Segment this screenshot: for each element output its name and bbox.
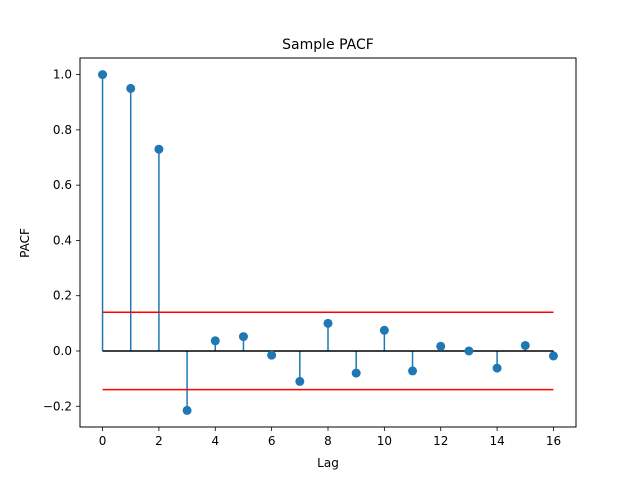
data-point-12: [436, 341, 446, 351]
y-tick-label: 0.6: [53, 178, 72, 192]
data-point-5: [238, 332, 248, 342]
x-tick-label: 10: [377, 434, 392, 448]
data-point-14: [492, 363, 502, 373]
y-tick-label: 1.0: [53, 68, 72, 82]
x-tick-label: 6: [268, 434, 276, 448]
y-axis-label: PACF: [18, 228, 32, 258]
axes-frame: [79, 57, 577, 428]
y-tick-label: 0.4: [53, 233, 72, 247]
y-tick-label: 0.2: [53, 289, 72, 303]
x-axis: 0 2 4 6 8 10 12 14 16: [99, 427, 561, 448]
x-tick-label: 14: [489, 434, 504, 448]
x-tick-label: 4: [211, 434, 219, 448]
data-point-6: [267, 350, 277, 360]
data-point-11: [408, 366, 418, 376]
x-tick-label: 16: [546, 434, 561, 448]
data-point-9: [351, 368, 361, 378]
y-axis: −0.2 0.0 0.2 0.4 0.6 0.8 1.0: [43, 68, 80, 413]
data-point-13: [464, 346, 474, 356]
data-point-7: [295, 376, 305, 386]
x-axis-label: Lag: [317, 456, 339, 470]
x-tick-label: 12: [433, 434, 448, 448]
chart-title: Sample PACF: [282, 37, 374, 53]
x-tick-label: 0: [99, 434, 107, 448]
x-tick-label: 8: [324, 434, 332, 448]
y-tick-label: 0.8: [53, 123, 72, 137]
y-tick-label: 0.0: [53, 344, 72, 358]
data-point-3: [182, 405, 192, 415]
data-point-0: [98, 70, 108, 80]
data-point-4: [210, 336, 220, 346]
data-point-2: [154, 144, 164, 154]
data-point-15: [520, 340, 530, 350]
x-tick-label: 2: [155, 434, 163, 448]
data-point-8: [323, 318, 333, 328]
data-point-1: [126, 83, 136, 93]
plot-area: [98, 70, 558, 415]
data-point-10: [379, 325, 389, 335]
data-point-16: [548, 351, 558, 361]
y-tick-label: −0.2: [43, 399, 72, 413]
